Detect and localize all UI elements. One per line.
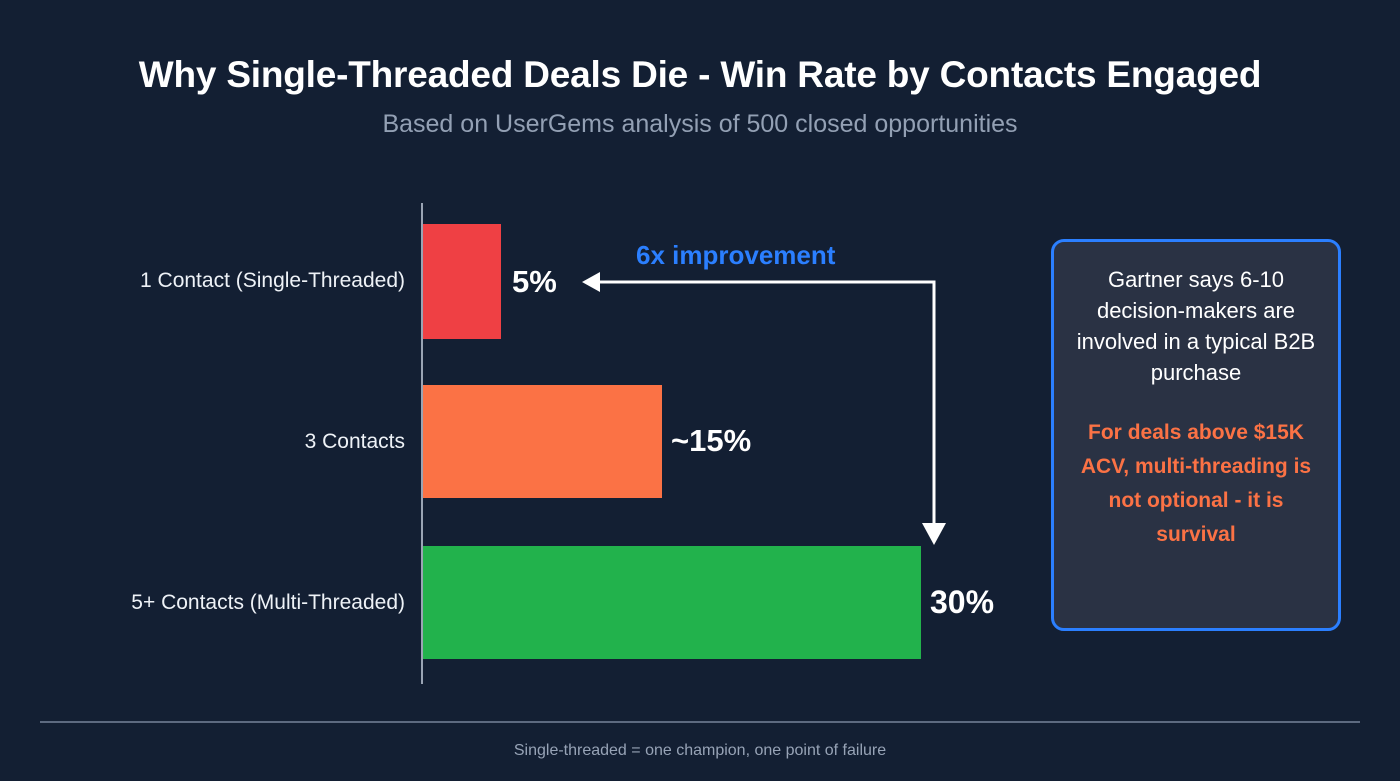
page-title: Why Single-Threaded Deals Die - Win Rate… [138,54,1262,95]
bar-category-label: 3 Contacts [304,430,405,453]
chart-header: Why Single-Threaded Deals Die - Win Rate… [0,0,1400,138]
footer-note: Single-threaded = one champion, one poin… [513,742,887,759]
y-axis-line [421,203,423,684]
annotation-label: 6x improvement [636,240,836,270]
bar-row: 3 Contacts ~15% [0,385,1020,498]
bar-chart-plot-area: 1 Contact (Single-Threaded) 5% 3 Contact… [0,203,1020,684]
bar-value-label: ~15% [671,423,752,458]
bar-row: 5+ Contacts (Multi-Threaded) 30% [0,546,1020,659]
bar-category-label: 1 Contact (Single-Threaded) [140,269,405,292]
bar-value-label: 30% [930,584,995,620]
info-panel-stat-text: Gartner says 6-10 decision-makers are in… [1076,267,1316,385]
bar-rect-3-contacts[interactable] [423,385,662,498]
info-panel: Gartner says 6-10 decision-makers are in… [1051,239,1341,631]
page-subtitle: Based on UserGems analysis of 500 closed… [382,109,1018,138]
bar-value-label: 5% [512,264,557,299]
footer-divider [40,721,1360,723]
bar-category-label: 5+ Contacts (Multi-Threaded) [131,591,405,614]
info-panel-callout-text: For deals above $15K ACV, multi-threadin… [1080,421,1312,546]
bar-row: 1 Contact (Single-Threaded) 5% [0,224,1020,339]
bar-rect-1-contact[interactable] [423,224,501,339]
bar-rect-5plus-contacts[interactable] [423,546,921,659]
